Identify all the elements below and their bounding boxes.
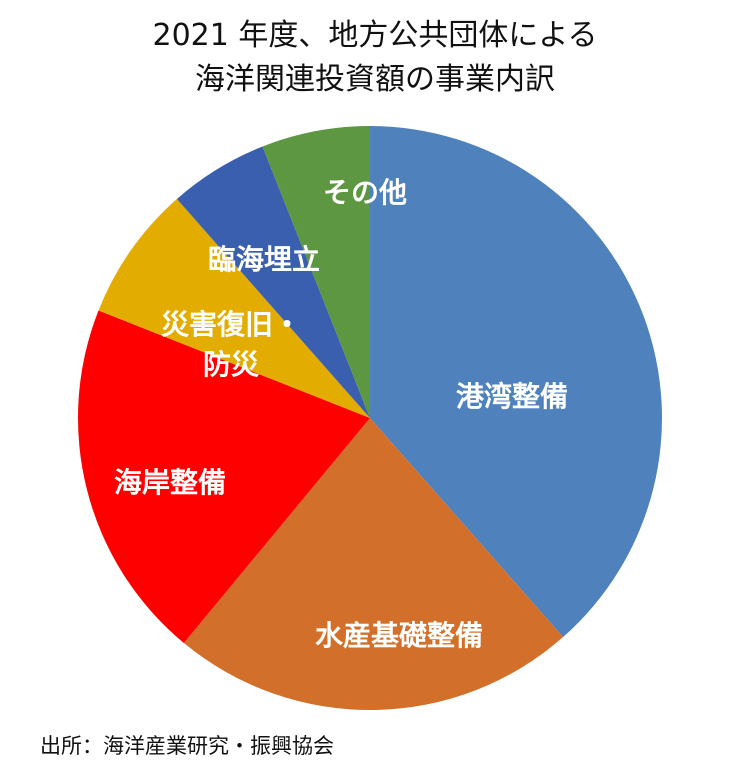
pie-slice-2 (183, 418, 564, 710)
pie-slice-label-3: 海岸整備 (114, 466, 226, 499)
pie-slice-3 (78, 310, 370, 643)
chart-title-line-1: 2021 年度、地方公共団体による (152, 18, 598, 53)
pie-slice-4 (98, 198, 370, 418)
pie-slice-label-1: 港湾整備 (456, 380, 568, 413)
pie-slice-1 (370, 126, 662, 638)
source-note: 出所：海洋産業研究・振興協会 (40, 734, 334, 758)
pie-slice-label-4: 災害復旧・防災 (161, 308, 301, 381)
pie-slice-5 (176, 146, 370, 418)
pie-slice-label-5: 臨海埋立 (208, 243, 320, 276)
chart-title-line-2: 海洋関連投資額の事業内訳 (195, 62, 555, 97)
chart-title: 2021 年度、地方公共団体による 海洋関連投資額の事業内訳 (0, 14, 750, 102)
pie-slice-label-2: 水産基礎整備 (315, 619, 483, 652)
pie-slice-6 (262, 126, 370, 418)
pie-slice-label-6: その他 (323, 176, 407, 209)
